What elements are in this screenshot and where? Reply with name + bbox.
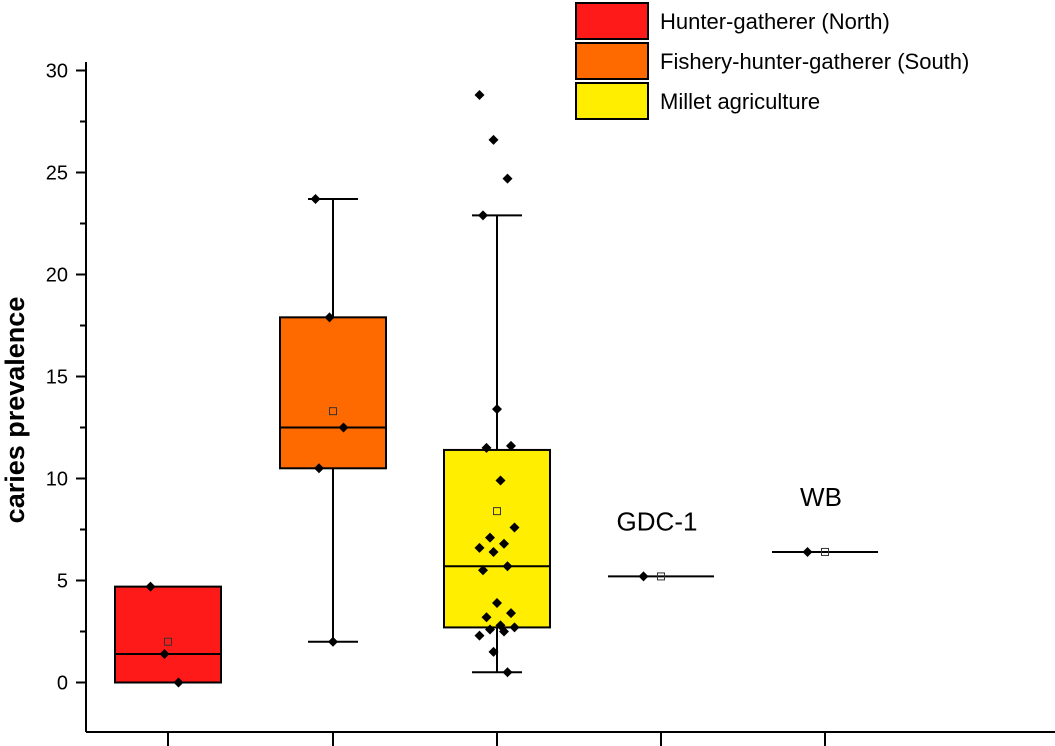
- legend-item: Millet agriculture: [575, 82, 820, 120]
- data-point: [488, 546, 499, 557]
- plot-area: GDC-1 WB: [114, 89, 878, 688]
- data-point: [638, 571, 649, 582]
- group-annotation: GDC-1: [617, 506, 698, 536]
- data-point: [159, 648, 170, 659]
- data-point: [481, 442, 492, 453]
- mean-marker: [657, 572, 665, 581]
- legend-item: Fishery-hunter-gatherer (South): [575, 42, 969, 80]
- data-point: [338, 422, 349, 433]
- data-point: [502, 173, 513, 184]
- y-tick-label: 5: [57, 571, 68, 593]
- y-tick-label: 20: [46, 265, 68, 287]
- legend: Hunter-gatherer (North) Fishery-hunter-ga…: [575, 2, 969, 120]
- legend-item: Hunter-gatherer (North): [575, 2, 890, 40]
- data-point: [499, 626, 509, 637]
- data-point: [488, 134, 499, 145]
- data-point: [328, 636, 338, 647]
- y-tick-label: 0: [57, 673, 68, 695]
- box: [279, 316, 387, 470]
- y-tick-label: 15: [46, 367, 68, 389]
- data-point: [509, 522, 520, 533]
- y-tick-label: 10: [46, 469, 68, 491]
- mean-marker: [164, 637, 172, 646]
- box-group: GDC-1: [608, 506, 714, 582]
- y-tick-label: 30: [46, 61, 68, 83]
- mean-marker: [329, 407, 337, 416]
- y-axis-label: caries prevalence: [0, 297, 30, 524]
- data-point: [492, 597, 502, 608]
- box-group: [279, 194, 387, 647]
- axes: 0 5 10 15 20 25 30: [46, 61, 1055, 746]
- data-point: [474, 89, 485, 100]
- data-point: [506, 608, 516, 619]
- data-point: [506, 440, 516, 451]
- legend-swatch: [575, 82, 649, 120]
- data-point: [502, 561, 513, 572]
- data-point: [310, 194, 321, 205]
- mean-marker: [821, 547, 829, 556]
- data-point: [485, 624, 495, 635]
- data-point: [478, 565, 488, 576]
- legend-label: Fishery-hunter-gatherer (South): [660, 49, 969, 74]
- box: [114, 585, 222, 684]
- data-point: [499, 538, 509, 549]
- data-point: [495, 475, 506, 486]
- box-group: [114, 581, 222, 688]
- data-point: [509, 622, 520, 633]
- data-point: [474, 630, 485, 641]
- data-point: [488, 646, 499, 657]
- data-point: [145, 581, 156, 592]
- y-tick-label: 25: [46, 163, 68, 185]
- data-point: [314, 463, 324, 474]
- data-point: [492, 404, 502, 415]
- data-point: [324, 312, 335, 323]
- data-point: [173, 677, 184, 688]
- data-point: [478, 210, 488, 221]
- legend-label: Millet agriculture: [660, 89, 820, 114]
- group-annotation: WB: [800, 482, 842, 512]
- box-group: WB: [772, 482, 878, 557]
- legend-swatch: [575, 42, 649, 80]
- data-point: [481, 612, 492, 623]
- data-point: [802, 546, 813, 557]
- legend-swatch: [575, 2, 649, 40]
- box-group: [443, 89, 551, 678]
- data-point: [485, 532, 495, 543]
- data-point: [474, 542, 485, 553]
- legend-label: Hunter-gatherer (North): [660, 9, 890, 34]
- mean-marker: [493, 507, 501, 516]
- data-point: [502, 667, 513, 678]
